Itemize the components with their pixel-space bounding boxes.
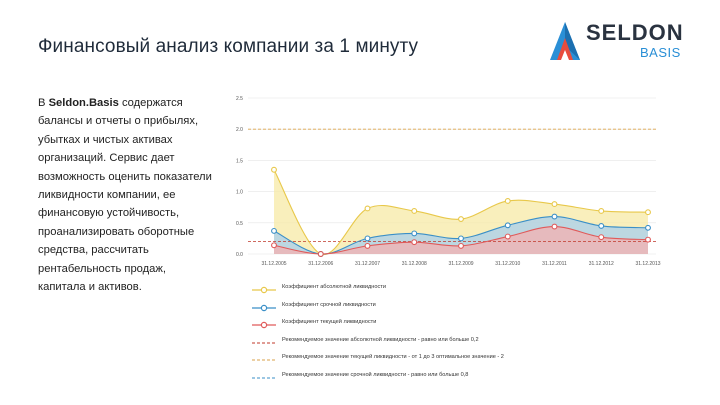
legend-item: Коэффициент срочной ликвидности (252, 300, 712, 318)
data-point (551, 201, 558, 208)
liquidity-chart: 0.0 0.5 1.0 1.5 2.0 2.5 31.12.2005 31.12.2006 31… (236, 96, 661, 267)
x-tick-label: 31.12.2005 (261, 261, 286, 267)
data-point (551, 223, 558, 230)
seldon-basis-logo: SELDON BASIS (548, 20, 688, 64)
data-point (364, 205, 371, 212)
data-point (504, 198, 511, 204)
legend-marker-icon (252, 286, 276, 294)
data-point (504, 233, 511, 240)
legend-item: Рекомендуемое значение текущей ликвиднос… (252, 352, 712, 370)
data-point (411, 230, 418, 237)
y-tick-label: 0.0 (236, 252, 243, 258)
x-tick-label: 31.12.2013 (635, 261, 660, 267)
x-tick-label: 31.12.2010 (495, 261, 520, 267)
description-prefix: В (38, 97, 49, 109)
x-tick-label: 31.12.2011 (542, 261, 567, 267)
legend-item: Рекомендуемое значение абсолютной ликвид… (252, 335, 712, 353)
logo-word: SELDON (586, 20, 684, 45)
brand-name: Seldon.Basis (48, 97, 119, 109)
chart-ticks: 0.0 0.5 1.0 1.5 2.0 2.5 31.12.2005 31.12.2006 31… (236, 96, 661, 267)
legend-marker-icon (252, 321, 276, 329)
legend-label: Коэффициент абсолютной ликвидности (282, 284, 386, 290)
data-point (271, 227, 277, 234)
legend-label: Рекомендуемое значение срочной ликвиднос… (282, 371, 469, 378)
data-point (364, 235, 371, 242)
data-point (645, 224, 651, 231)
data-point (645, 236, 651, 243)
data-point (598, 222, 605, 229)
legend-dash-icon (252, 359, 276, 361)
y-tick-label: 2.0 (236, 127, 243, 133)
legend-marker-icon (252, 304, 276, 311)
legend-label: Рекомендуемое значение абсолютной ликвид… (282, 336, 479, 343)
y-tick-label: 1.5 (236, 158, 243, 164)
data-point (364, 242, 371, 249)
data-point (411, 207, 418, 214)
data-point (271, 242, 277, 249)
legend-item: Коэффициент абсолютной ликвидности (252, 282, 712, 300)
legend-label: Коэффициент срочной ликвидности (282, 301, 376, 308)
logo-mark-icon (550, 22, 580, 60)
x-tick-label: 31.12.2007 (355, 261, 380, 267)
data-point (411, 239, 418, 246)
x-tick-label: 31.12.2006 (308, 261, 333, 267)
description-body: содержатся балансы и отчеты о прибылях, … (38, 97, 212, 294)
data-point (458, 235, 464, 242)
x-tick-label: 31.12.2008 (402, 261, 427, 267)
y-tick-label: 2.5 (236, 96, 243, 102)
data-point (551, 213, 558, 220)
page-title: Финансовый анализ компании за 1 минуту (38, 36, 419, 57)
x-tick-label: 31.12.2009 (448, 261, 473, 267)
legend-label: Коэффициент текущей ликвидности (282, 319, 377, 325)
x-tick-label: 31.12.2012 (589, 261, 614, 267)
data-point (645, 209, 651, 216)
data-point (317, 251, 324, 257)
data-point (458, 216, 464, 223)
legend-item: Коэффициент текущей ликвидности (252, 317, 712, 335)
legend-item: Рекомендуемое значение срочной ликвиднос… (252, 370, 712, 388)
y-tick-label: 1.0 (236, 190, 243, 196)
y-tick-label: 0.5 (236, 221, 243, 227)
data-point (598, 207, 605, 214)
reference-lines (248, 128, 656, 242)
logo-sub: BASIS (640, 45, 681, 60)
data-point (458, 242, 464, 249)
legend-dash-icon (252, 342, 276, 343)
legend-label: Рекомендуемое значение текущей ликвиднос… (282, 354, 504, 360)
legend-dash-icon (252, 377, 276, 378)
data-point (598, 234, 605, 241)
data-point (504, 222, 511, 229)
chart-points (271, 166, 651, 257)
data-point (271, 166, 277, 173)
chart-legend: Коэффициент абсолютной ликвидности Коэфф… (252, 282, 712, 387)
description-text: В Seldon.Basis содержатся балансы и отче… (38, 94, 216, 296)
